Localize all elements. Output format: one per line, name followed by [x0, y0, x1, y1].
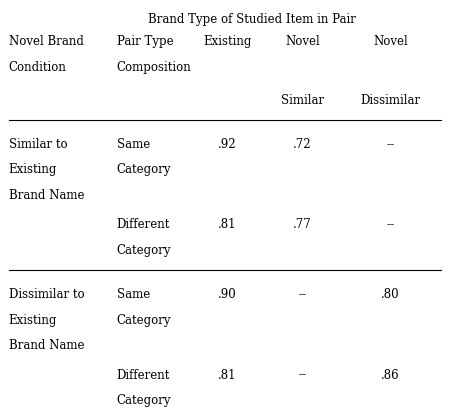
Text: Category: Category	[117, 164, 171, 177]
Text: Existing: Existing	[203, 35, 252, 48]
Text: Existing: Existing	[9, 314, 57, 327]
Text: .72: .72	[293, 138, 311, 151]
Text: Condition: Condition	[9, 61, 67, 74]
Text: Same: Same	[117, 138, 150, 151]
Text: --: --	[298, 368, 306, 381]
Text: .81: .81	[218, 368, 236, 381]
Text: Same: Same	[117, 288, 150, 301]
Text: Pair Type: Pair Type	[117, 35, 173, 48]
Text: --: --	[387, 138, 395, 151]
Text: Existing: Existing	[9, 164, 57, 177]
Text: Novel Brand: Novel Brand	[9, 35, 83, 48]
Text: Different: Different	[117, 368, 170, 381]
Text: Composition: Composition	[117, 61, 192, 74]
Text: .80: .80	[381, 288, 400, 301]
Text: Brand Type of Studied Item in Pair: Brand Type of Studied Item in Pair	[148, 13, 356, 27]
Text: Similar to: Similar to	[9, 138, 67, 151]
Text: --: --	[387, 218, 395, 231]
Text: Novel: Novel	[373, 35, 408, 48]
Text: .92: .92	[218, 138, 237, 151]
Text: Category: Category	[117, 394, 171, 407]
Text: .81: .81	[218, 218, 236, 231]
Text: Brand Name: Brand Name	[9, 189, 84, 202]
Text: .77: .77	[293, 218, 312, 231]
Text: Dissimilar: Dissimilar	[360, 94, 421, 107]
Text: Novel: Novel	[285, 35, 320, 48]
Text: Category: Category	[117, 244, 171, 257]
Text: Brand Name: Brand Name	[9, 339, 84, 352]
Text: Category: Category	[117, 314, 171, 327]
Text: Dissimilar to: Dissimilar to	[9, 288, 84, 301]
Text: Similar: Similar	[281, 94, 324, 107]
Text: --: --	[298, 288, 306, 301]
Text: Different: Different	[117, 218, 170, 231]
Text: .86: .86	[381, 368, 400, 381]
Text: .90: .90	[218, 288, 237, 301]
